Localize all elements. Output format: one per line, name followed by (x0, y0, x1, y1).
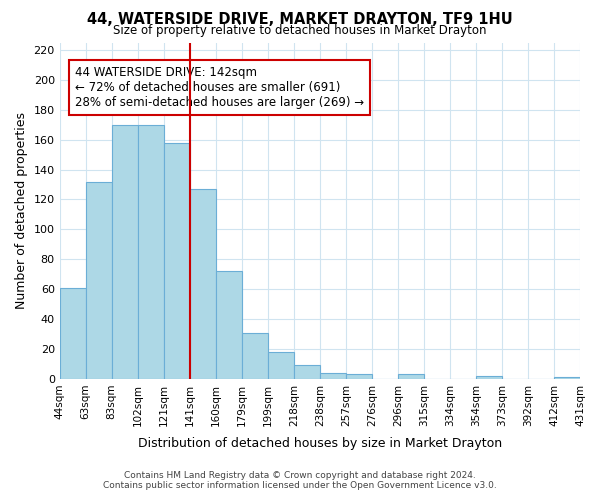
Bar (242, 332, 268, 379)
Bar (164, 142, 190, 379)
Bar (346, 374, 372, 379)
Bar (320, 373, 346, 379)
Bar (554, 378, 580, 379)
Bar (112, 124, 138, 379)
Bar (476, 376, 502, 379)
Bar (398, 374, 424, 379)
Bar (86, 182, 112, 379)
Bar (190, 189, 216, 379)
Y-axis label: Number of detached properties: Number of detached properties (15, 112, 28, 309)
Bar (268, 352, 294, 379)
Bar (138, 124, 164, 379)
Bar (59, 288, 86, 379)
Text: Size of property relative to detached houses in Market Drayton: Size of property relative to detached ho… (113, 24, 487, 37)
X-axis label: Distribution of detached houses by size in Market Drayton: Distribution of detached houses by size … (138, 437, 502, 450)
Text: 44, WATERSIDE DRIVE, MARKET DRAYTON, TF9 1HU: 44, WATERSIDE DRIVE, MARKET DRAYTON, TF9… (87, 12, 513, 28)
Bar (294, 366, 320, 379)
Bar (216, 272, 242, 379)
Text: Contains HM Land Registry data © Crown copyright and database right 2024.
Contai: Contains HM Land Registry data © Crown c… (103, 470, 497, 490)
Text: 44 WATERSIDE DRIVE: 142sqm
← 72% of detached houses are smaller (691)
28% of sem: 44 WATERSIDE DRIVE: 142sqm ← 72% of deta… (75, 66, 364, 109)
